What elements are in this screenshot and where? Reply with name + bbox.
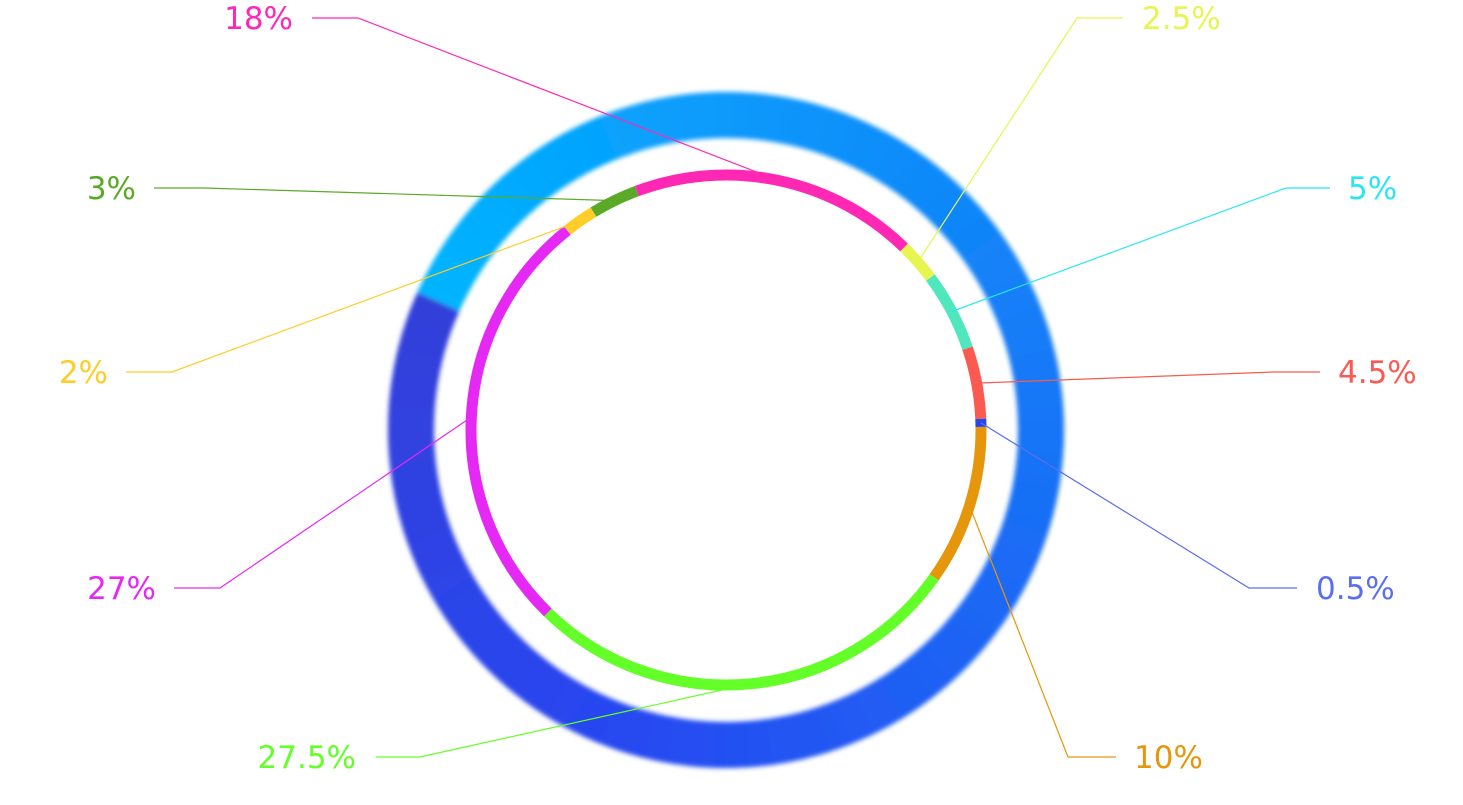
slice-label: 4.5% [1338,355,1417,391]
slice-label: 5% [1348,171,1397,207]
slice-label: 0.5% [1316,571,1395,607]
donut-slices [465,169,987,691]
leader-line [976,371,1320,384]
slice-27_5pct [544,574,939,691]
slice-27pct [465,226,571,617]
decorative-outer-ring [387,91,1065,769]
slice-label: 18% [224,1,293,37]
leader-line [154,187,615,202]
leader-lines [126,17,1330,758]
slice-label: 10% [1134,740,1203,776]
slice-label: 27.5% [258,740,356,776]
slice-5pct [926,274,973,351]
slice-label: 2% [59,355,108,391]
leader-line [174,416,472,589]
slice-label: 2.5% [1142,1,1221,37]
slice-labels: 18% 2.5% 5% 4.5% 0.5% 10% 27.5% 27% 2% 3% [59,1,1417,776]
slice-3pct [590,185,639,217]
leader-line [917,17,1123,263]
slice-label: 27% [87,571,156,607]
leader-line [968,505,1116,758]
slice-2pct [563,207,597,235]
leader-line [980,422,1297,589]
slice-2_5pct [900,243,935,281]
leader-line [126,220,581,373]
slice-10pct [929,426,987,581]
leader-line [376,683,750,758]
slice-label: 3% [87,171,136,207]
slice-18pct [634,169,908,252]
leader-line [951,187,1330,313]
leader-line [312,17,779,182]
